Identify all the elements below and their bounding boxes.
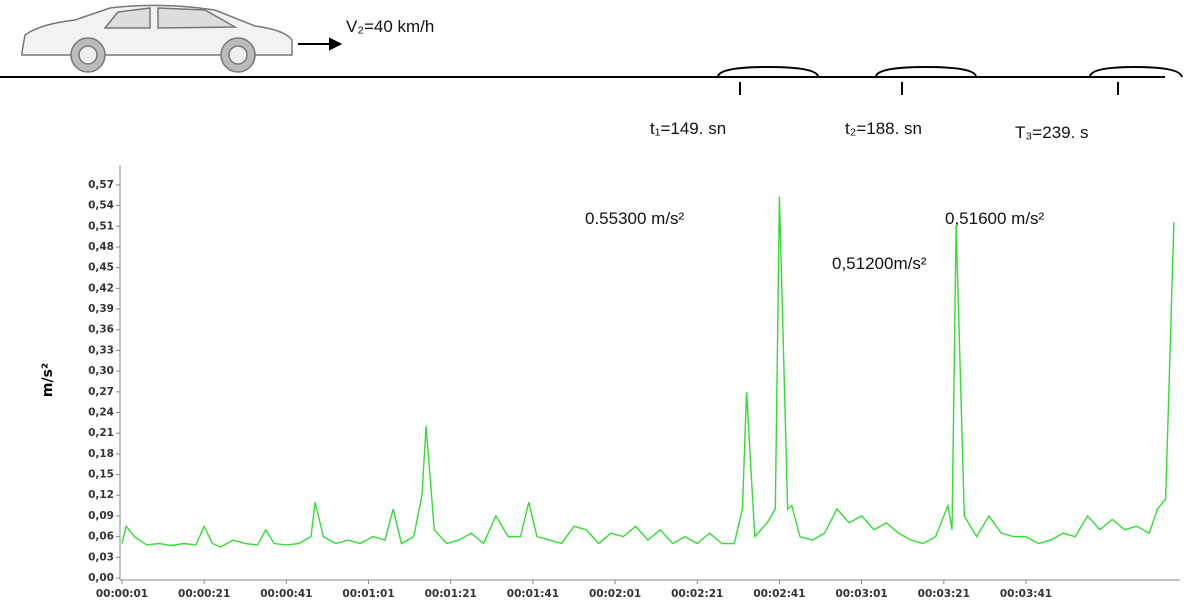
y-tick-label: 0,06 [88, 531, 114, 543]
y-tick-label: 0,12 [88, 489, 114, 501]
y-tick-label: 0,30 [88, 365, 114, 377]
x-tick-label: 00:00:41 [260, 588, 312, 600]
x-tick-label: 00:00:21 [178, 588, 230, 600]
time-label: T₃=239. s [1015, 123, 1089, 142]
y-tick-label: 0,54 [88, 200, 114, 212]
x-tick-label: 00:01:01 [342, 588, 394, 600]
time-label: t₂=188. sn [845, 119, 922, 138]
annotation: 0,51200m/s² [832, 254, 927, 273]
x-tick-label: 00:03:01 [835, 588, 887, 600]
y-tick-label: 0,24 [88, 406, 114, 418]
x-tick-label: 00:00:01 [96, 588, 148, 600]
annotation: 0.55300 m/s² [585, 209, 685, 228]
data-line [121, 196, 1175, 548]
y-tick-label: 0,03 [88, 551, 114, 563]
y-tick-label: 0,18 [88, 448, 114, 460]
y-tick-label: 0,27 [88, 386, 114, 398]
y-tick-label: 0,45 [88, 262, 114, 274]
car [21, 4, 293, 73]
y-tick-label: 0,39 [88, 303, 114, 315]
x-tick-label: 00:02:01 [589, 588, 641, 600]
y-tick-label: 0,00 [88, 572, 114, 584]
x-tick-label: 00:01:41 [507, 588, 559, 600]
x-tick-label: 00:01:21 [425, 588, 477, 600]
arrow [298, 37, 343, 51]
y-tick-label: 0,21 [88, 427, 114, 439]
x-tick-label: 00:03:21 [918, 588, 970, 600]
y-tick-label: 0,42 [88, 282, 114, 294]
y-axis-label: m/s² [40, 363, 56, 397]
y-tick-label: 0,48 [88, 241, 114, 253]
speed-label: V₂=40 km/h [346, 17, 434, 36]
y-tick-label: 0,36 [88, 324, 114, 336]
x-tick-label: 00:02:21 [671, 588, 723, 600]
time-label: t₁=149. sn [650, 119, 726, 138]
annotation: 0,51600 m/s² [945, 209, 1045, 228]
x-tick-label: 00:03:41 [1000, 588, 1052, 600]
axes [119, 165, 1180, 581]
road [0, 65, 1183, 95]
y-tick-label: 0,09 [88, 510, 114, 522]
y-tick-label: 0,57 [88, 179, 114, 191]
y-tick-label: 0,15 [88, 469, 114, 481]
y-tick-label: 0,33 [88, 344, 114, 356]
x-tick-label: 00:02:41 [753, 588, 805, 600]
y-tick-label: 0,51 [88, 220, 114, 232]
